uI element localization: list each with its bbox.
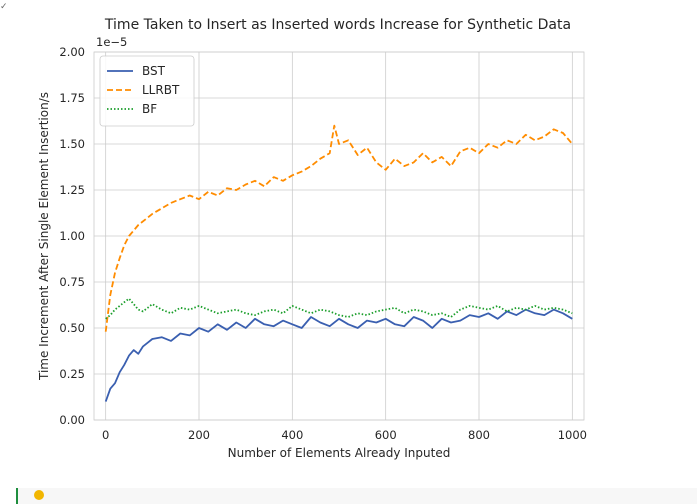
y-tick-label: 1.25 (59, 183, 85, 197)
series-line-bst (104, 308, 573, 402)
lightbulb-icon[interactable] (34, 490, 44, 500)
notebook-cell-toolbar (16, 488, 697, 504)
x-tick-label: 200 (188, 428, 210, 442)
x-tick-label: 600 (375, 428, 397, 442)
line-chart: Time Taken to Insert as Inserted words I… (37, 17, 587, 460)
checkmark-icon: ✓ (0, 2, 8, 12)
y-tick-label: 0.50 (59, 321, 85, 335)
x-tick-label: 1000 (558, 428, 587, 442)
y-tick-label: 0.75 (59, 275, 85, 289)
series-line-llrbt (104, 124, 573, 332)
legend-label-bst: BST (142, 64, 166, 78)
y-tick-label: 2.00 (59, 45, 85, 59)
x-tick-label: 0 (102, 428, 109, 442)
y-tick-label: 0.25 (59, 367, 85, 381)
tick-labels: 0 200 400 600 800 1000 0.00 0.25 0.50 0.75 1.00 1.2… (59, 45, 587, 442)
legend-label-llrbt: LLRBT (142, 83, 180, 97)
legend-label-bf: BF (142, 102, 157, 116)
x-tick-label: 800 (468, 428, 490, 442)
y-tick-label: 1.75 (59, 91, 85, 105)
x-axis-label: Number of Elements Already Inputed (228, 446, 451, 460)
legend-box (99, 55, 195, 127)
y-tick-label: 0.00 (59, 413, 85, 427)
plot-area-frame (93, 51, 585, 421)
y-tick-label: 1.00 (59, 229, 85, 243)
series-line-bf (105, 297, 573, 320)
legend: BST LLRBT BF (99, 55, 195, 127)
x-tick-label: 400 (281, 428, 303, 442)
y-axis-offset-label: 1e−5 (96, 35, 127, 49)
chart-title: Time Taken to Insert as Inserted words I… (104, 17, 571, 33)
series-lines (104, 124, 573, 402)
y-tick-label: 1.50 (59, 137, 85, 151)
y-axis-label: Time Increment After Single Element Inse… (37, 92, 51, 381)
